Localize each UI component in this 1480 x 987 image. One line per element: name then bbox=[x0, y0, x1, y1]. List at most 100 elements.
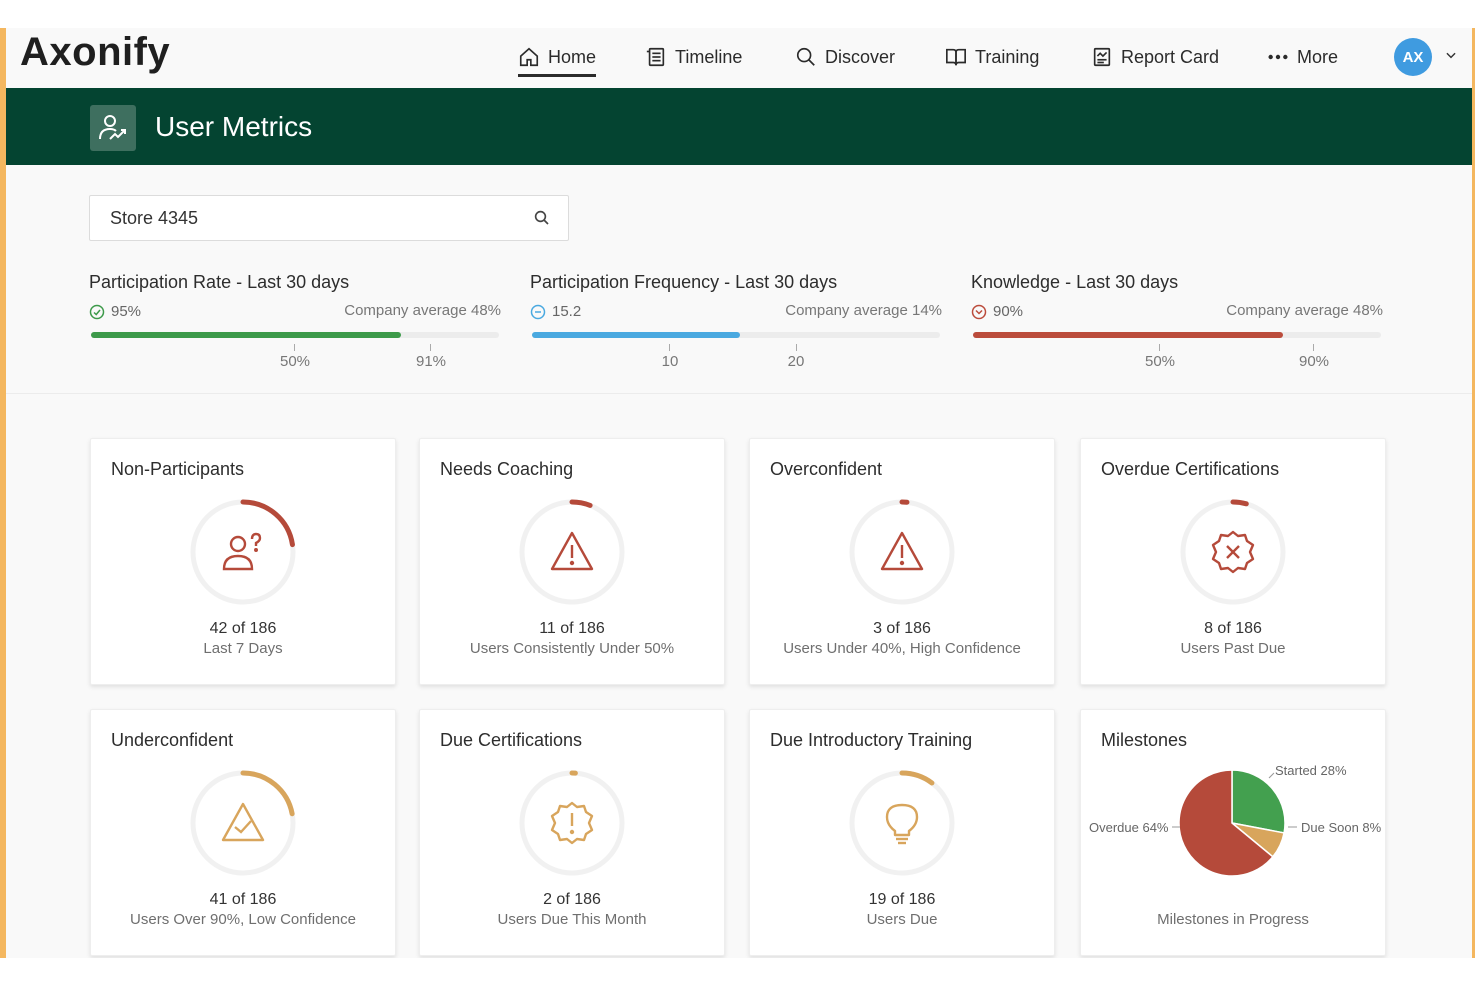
chevron-circle-icon bbox=[971, 304, 987, 319]
company-average: Company average 48% bbox=[344, 302, 501, 319]
chevron-down-icon[interactable] bbox=[1444, 48, 1458, 62]
card-overdue-certifications[interactable]: Overdue Certifications 8 of 186 Users Pa… bbox=[1080, 438, 1386, 685]
home-icon bbox=[519, 47, 539, 67]
tick-mark bbox=[669, 344, 670, 351]
nav-home[interactable]: Home bbox=[518, 42, 597, 77]
progress-ring bbox=[1180, 499, 1286, 605]
progress-ring bbox=[519, 499, 625, 605]
warning-triangle-icon bbox=[550, 531, 594, 571]
badge-alert-icon bbox=[550, 801, 594, 845]
ring-progress bbox=[519, 499, 625, 605]
card-count: 42 of 186 bbox=[209, 620, 277, 637]
metric-value: 90% bbox=[971, 303, 1023, 320]
card-title: Overconfident bbox=[770, 459, 883, 479]
metric-value-text: 95% bbox=[111, 303, 142, 320]
store-search[interactable] bbox=[89, 195, 569, 241]
page-title: User Metrics bbox=[155, 111, 313, 142]
search-icon[interactable] bbox=[533, 209, 551, 227]
card-count: 2 of 186 bbox=[543, 891, 601, 908]
company-average: Company average 48% bbox=[1226, 302, 1383, 319]
top-navigation: Axonify Home Timeline Discover Training … bbox=[6, 28, 1472, 88]
card-title: Milestones bbox=[1101, 730, 1188, 750]
nav-more-label: More bbox=[1297, 46, 1339, 67]
progress-ring bbox=[849, 499, 955, 605]
metric-value-text: 15.2 bbox=[552, 303, 582, 320]
axonify-logo[interactable]: Axonify bbox=[20, 30, 171, 74]
card-subtitle: Last 7 Days bbox=[203, 640, 283, 657]
metric-title: Participation Frequency - Last 30 days bbox=[530, 272, 838, 292]
badge-x-icon bbox=[1211, 530, 1255, 574]
tick-label: 91% bbox=[415, 353, 447, 370]
card-due-certifications[interactable]: Due Certifications 2 of 186 Users Due Th… bbox=[419, 709, 725, 956]
card-needs-coaching[interactable]: Needs Coaching 11 of 186 Users Consisten… bbox=[419, 438, 725, 685]
search-input[interactable] bbox=[108, 206, 512, 230]
card-overconfident[interactable]: Overconfident 3 of 186 Users Under 40%, … bbox=[749, 438, 1055, 685]
card-underconfident[interactable]: Underconfident 41 of 186 Users Over 90%,… bbox=[90, 709, 396, 956]
metric-title: Participation Rate - Last 30 days bbox=[89, 272, 350, 292]
check-circle-icon bbox=[89, 304, 105, 319]
warning-triangle-icon bbox=[880, 531, 924, 571]
user-question-icon bbox=[222, 532, 262, 571]
nav-training[interactable]: Training bbox=[945, 42, 1039, 72]
card-title: Underconfident bbox=[111, 730, 234, 750]
metric-knowledge: Knowledge - Last 30 days 90% Company ave… bbox=[971, 272, 1383, 382]
progress-fill bbox=[91, 332, 402, 338]
progress-ring bbox=[849, 770, 955, 876]
card-count: 8 of 186 bbox=[1204, 620, 1262, 637]
card-subtitle: Users Due This Month bbox=[497, 911, 647, 928]
right-edge-accent bbox=[1472, 28, 1475, 958]
tick-label: 50% bbox=[279, 353, 311, 370]
progress-ring bbox=[519, 770, 625, 876]
triangle-check-icon bbox=[221, 802, 265, 842]
card-due-introductory-training[interactable]: Due Introductory Training 19 of 186 User… bbox=[749, 709, 1055, 956]
card-count: 11 of 186 bbox=[539, 620, 605, 637]
progress-track bbox=[532, 332, 940, 338]
user-metrics-icon bbox=[90, 105, 136, 151]
nav-discover[interactable]: Discover bbox=[795, 42, 895, 72]
search-icon bbox=[796, 47, 815, 66]
tick-label: 90% bbox=[1298, 353, 1330, 370]
user-avatar[interactable]: AX bbox=[1394, 38, 1432, 76]
progress-track bbox=[973, 332, 1381, 338]
card-milestones[interactable]: Milestones Started 28% Due Soon 8% Overd… bbox=[1080, 709, 1386, 956]
nav-training-label: Training bbox=[975, 46, 1040, 67]
nav-report-card-label: Report Card bbox=[1121, 46, 1220, 67]
card-title: Due Introductory Training bbox=[770, 730, 973, 750]
left-edge-accent bbox=[0, 28, 6, 958]
metric-value-text: 90% bbox=[993, 303, 1024, 320]
metric-participation-frequency: Participation Frequency - Last 30 days 1… bbox=[530, 272, 942, 382]
tick-label: 50% bbox=[1144, 353, 1176, 370]
nav-report-card[interactable]: Report Card bbox=[1091, 42, 1219, 72]
pie-slice-0 bbox=[1231, 769, 1286, 834]
card-title: Overdue Certifications bbox=[1101, 459, 1280, 479]
milestones-caption: Milestones in Progress bbox=[1157, 911, 1309, 928]
lightbulb-icon bbox=[885, 803, 919, 845]
ring-progress bbox=[849, 770, 955, 876]
ring-progress bbox=[849, 499, 955, 605]
nav-timeline[interactable]: Timeline bbox=[645, 42, 742, 72]
nav-home-label: Home bbox=[548, 46, 597, 67]
pie-label-started: Started 28% bbox=[1275, 763, 1347, 778]
tick-mark bbox=[796, 344, 797, 351]
card-non-participants[interactable]: Non-Participants 42 of 186 Last 7 Days bbox=[90, 438, 396, 685]
card-count: 19 of 186 bbox=[868, 891, 936, 908]
card-title: Needs Coaching bbox=[440, 459, 574, 479]
nav-more[interactable]: More bbox=[1267, 42, 1338, 72]
card-subtitle: Users Under 40%, High Confidence bbox=[783, 640, 1021, 657]
book-icon bbox=[946, 48, 966, 66]
ring-progress bbox=[519, 770, 625, 876]
tick-mark bbox=[1313, 344, 1314, 351]
card-title: Non-Participants bbox=[111, 459, 245, 479]
tick-label: 10 bbox=[661, 353, 679, 370]
minus-circle-icon bbox=[530, 304, 546, 319]
tick-mark bbox=[1159, 344, 1160, 351]
pie-label-overdue: Overdue 64% bbox=[1089, 820, 1169, 835]
metric-value: 95% bbox=[89, 303, 141, 320]
section-divider bbox=[6, 393, 1472, 394]
ring-progress bbox=[190, 770, 296, 876]
ring-progress bbox=[1180, 499, 1286, 605]
app-window: Axonify Home Timeline Discover Training … bbox=[6, 28, 1472, 958]
progress-track bbox=[91, 332, 499, 338]
report-card-icon bbox=[1093, 47, 1111, 67]
timeline-icon bbox=[646, 47, 665, 67]
